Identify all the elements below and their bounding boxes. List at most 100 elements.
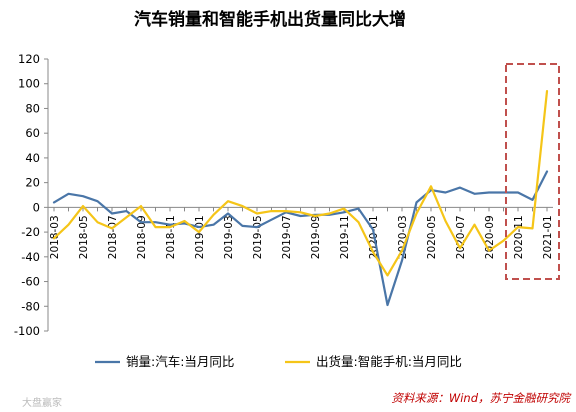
data-point <box>227 212 229 215</box>
highlight-box <box>505 63 560 280</box>
legend-label-smartphone-shipments: 出货量:智能手机:当月同比 <box>316 354 462 369</box>
source-note: 资料来源：Wind，苏宁金融研究院 <box>391 391 571 405</box>
y-tick-label: -40 <box>21 250 40 264</box>
data-point <box>444 220 447 222</box>
data-point <box>169 224 171 226</box>
data-point <box>343 211 345 213</box>
data-point <box>473 224 476 226</box>
highlight-dashed-rect <box>505 63 560 280</box>
data-point <box>386 274 389 276</box>
data-point <box>357 208 360 210</box>
y-tick-label: 60 <box>25 126 40 140</box>
data-point <box>488 250 490 252</box>
data-point <box>169 226 171 228</box>
data-point <box>517 226 519 228</box>
data-point <box>212 224 215 226</box>
data-point <box>82 205 84 207</box>
data-point <box>372 229 374 231</box>
data-point <box>343 208 345 210</box>
data-point <box>459 186 461 189</box>
data-point <box>198 226 200 228</box>
data-point <box>415 201 418 204</box>
data-point <box>111 227 113 229</box>
data-point <box>444 191 447 194</box>
legend: 销量:汽车:当月同比 出货量:智能手机:当月同比 <box>95 354 462 369</box>
data-point <box>473 193 476 195</box>
x-tick-label: 2019-07 <box>281 215 293 259</box>
data-point <box>502 191 505 194</box>
data-point <box>314 215 316 217</box>
data-point <box>401 250 403 252</box>
watermark-text: 大盘赢家 <box>22 396 62 409</box>
data-point <box>415 212 418 215</box>
y-tick-label: 120 <box>18 52 40 66</box>
chart-title: 汽车销量和智能手机出货量同比大增 <box>134 9 406 30</box>
x-tick-label: 2020-05 <box>426 215 438 259</box>
x-tick-label: 2019-03 <box>223 215 235 259</box>
data-point <box>372 251 374 253</box>
data-point <box>488 191 490 194</box>
data-point <box>357 221 360 223</box>
data-point <box>241 205 244 207</box>
y-tick-label: -20 <box>21 225 40 239</box>
y-tick-label: -60 <box>21 275 40 289</box>
data-point <box>430 185 432 187</box>
x-tick-label: 2018-05 <box>78 215 90 259</box>
series-line-car-sales <box>52 170 549 307</box>
y-tick-label: 40 <box>25 151 40 165</box>
x-tick-label: 2019-01 <box>194 215 206 259</box>
plot-lines <box>52 89 549 307</box>
data-point <box>154 221 157 223</box>
data-point <box>82 195 84 197</box>
data-point <box>459 247 461 249</box>
data-point <box>67 193 70 195</box>
data-point <box>96 200 99 202</box>
data-point <box>140 221 142 223</box>
y-tick-label: 0 <box>33 200 40 214</box>
data-point <box>111 212 113 215</box>
data-point <box>285 210 287 212</box>
data-point <box>328 212 331 215</box>
data-point <box>125 210 128 212</box>
data-point <box>198 231 200 233</box>
y-tick-label: -100 <box>14 324 40 338</box>
data-point <box>183 222 186 225</box>
y-tick-label: 20 <box>25 176 40 190</box>
x-tick-label: 2018-11 <box>165 215 177 259</box>
data-point <box>546 170 548 173</box>
legend-label-car-sales: 销量:汽车:当月同比 <box>126 354 234 369</box>
data-point <box>270 219 273 221</box>
x-tick-label: 2018-07 <box>107 215 119 259</box>
data-point <box>386 304 389 306</box>
x-tick-label: 2019-09 <box>310 215 322 259</box>
data-point <box>53 201 55 204</box>
x-tick-label: 2020-09 <box>484 215 496 259</box>
x-tick-label: 2018-09 <box>136 215 148 259</box>
data-point <box>140 205 142 207</box>
y-tick-label: -80 <box>21 299 40 313</box>
x-tick-label: 2020-11 <box>513 215 525 259</box>
data-point <box>256 226 258 228</box>
data-point <box>256 212 258 215</box>
data-point <box>270 210 273 212</box>
data-point <box>299 211 302 213</box>
data-point <box>227 200 229 202</box>
data-point <box>53 237 55 239</box>
data-point <box>125 216 128 218</box>
x-axis: 2018-03 2018-05 2018-07 2018-09 2018-11 2019-… <box>48 206 554 259</box>
data-point <box>299 215 302 217</box>
data-point <box>183 220 186 222</box>
data-point <box>531 199 534 201</box>
data-point <box>546 90 548 92</box>
y-tick-label: 80 <box>25 101 40 115</box>
series-line-smartphone-shipments <box>52 89 549 277</box>
data-point <box>67 224 70 226</box>
data-point <box>96 221 99 223</box>
data-point <box>154 226 157 228</box>
data-point <box>212 214 215 216</box>
x-tick-label: 2020-07 <box>455 215 467 259</box>
x-tick-label: 2019-11 <box>339 215 351 259</box>
x-tick-label: 2019-05 <box>252 215 264 259</box>
data-point <box>517 191 519 194</box>
